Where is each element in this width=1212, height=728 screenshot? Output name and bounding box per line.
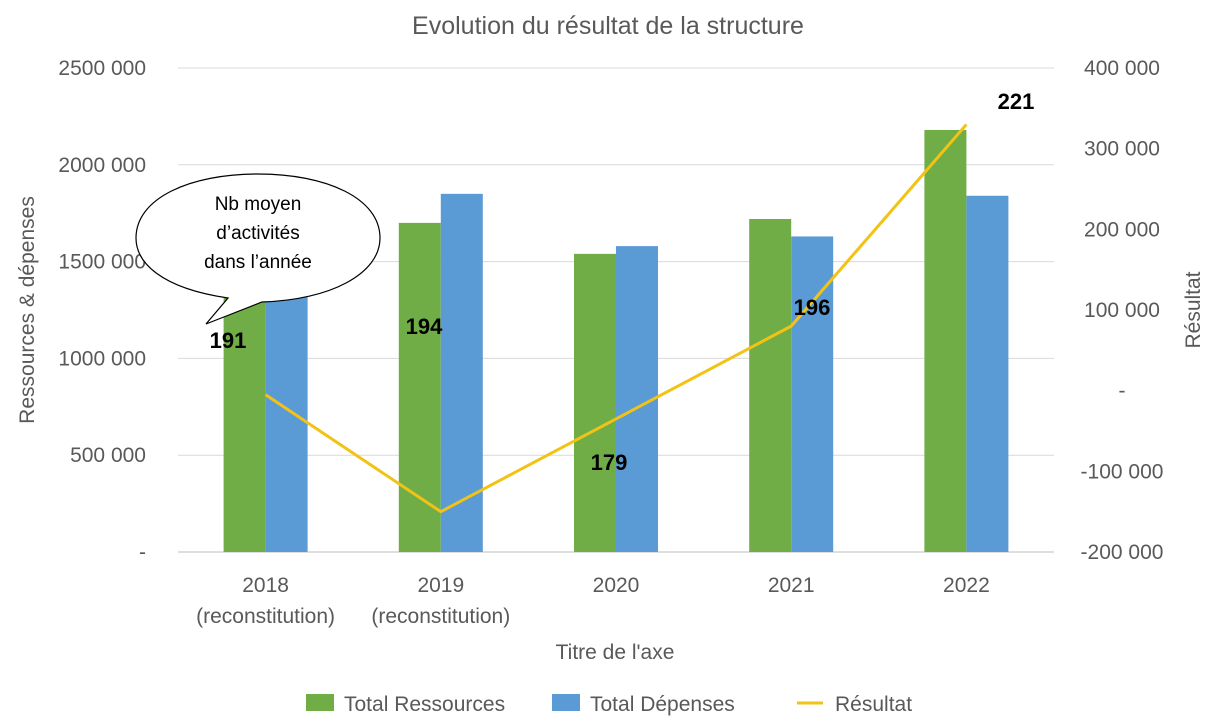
bar-total-ressources	[924, 129, 967, 552]
left-tick-label: -	[139, 541, 146, 564]
activity-count-labels: 191 194 179 196 221	[210, 89, 1035, 475]
legend: Total Ressources Total Dépenses Résultat	[306, 693, 912, 716]
right-tick-label: 200 000	[1084, 218, 1160, 241]
legend-label: Résultat	[835, 693, 912, 716]
activity-count-label: 221	[998, 89, 1035, 114]
right-tick-label: 400 000	[1084, 57, 1160, 80]
bars	[223, 129, 1009, 552]
line-resultat	[264, 123, 968, 514]
x-axis-ticks: 2018 (reconstitution) 2019 (reconstitution)…	[196, 574, 990, 628]
right-tick-label: -	[1119, 380, 1126, 403]
activity-count-label: 196	[794, 295, 831, 320]
bar-total-dépenses	[440, 193, 483, 552]
right-tick-label: 100 000	[1084, 299, 1160, 322]
left-tick-label: 2000 000	[58, 154, 146, 177]
x-tick-label: 2020	[593, 574, 640, 597]
right-tick-label: -100 000	[1081, 460, 1164, 483]
bar-total-dépenses	[966, 195, 1009, 552]
bar-total-ressources	[398, 222, 441, 552]
chart-title: Evolution du résultat de la structure	[412, 12, 804, 40]
activity-count-label: 179	[591, 450, 628, 475]
bar-total-dépenses	[791, 236, 834, 552]
right-axis-title: Résultat	[1182, 271, 1205, 348]
left-axis-title: Ressources & dépenses	[16, 196, 39, 424]
left-tick-label: 1000 000	[58, 347, 146, 370]
callout-bubble: Nb moyen d’activités dans l’année	[135, 173, 381, 325]
left-tick-label: 500 000	[70, 444, 146, 467]
x-tick-label: (reconstitution)	[371, 605, 510, 628]
x-tick-label: 2021	[768, 574, 815, 597]
callout-shape	[135, 173, 381, 325]
callout-text: Nb moyen	[215, 194, 302, 215]
right-tick-label: 300 000	[1084, 138, 1160, 161]
left-tick-label: 1500 000	[58, 251, 146, 274]
x-axis-title: Titre de l'axe	[556, 641, 675, 664]
line-series	[264, 123, 968, 514]
x-tick-label: 2022	[943, 574, 990, 597]
bar-total-ressources	[749, 219, 792, 552]
activity-count-label: 194	[406, 314, 443, 339]
callout-text: d’activités	[216, 223, 299, 244]
x-tick-label: 2018	[242, 574, 289, 597]
legend-label: Total Ressources	[344, 693, 505, 716]
legend-label: Total Dépenses	[590, 693, 735, 716]
callout-text: dans l’année	[204, 252, 312, 273]
legend-swatch	[306, 694, 334, 711]
legend-swatch	[552, 694, 580, 711]
right-tick-label: -200 000	[1081, 541, 1164, 564]
activity-count-label: 191	[210, 328, 247, 353]
bar-total-ressources	[574, 253, 616, 552]
x-tick-label: (reconstitution)	[196, 605, 335, 628]
left-tick-label: 2500 000	[58, 57, 146, 80]
left-axis-ticks: - 500 000 1000 000 1500 000 2000 000 2500 000	[58, 57, 146, 564]
x-tick-label: 2019	[417, 574, 464, 597]
